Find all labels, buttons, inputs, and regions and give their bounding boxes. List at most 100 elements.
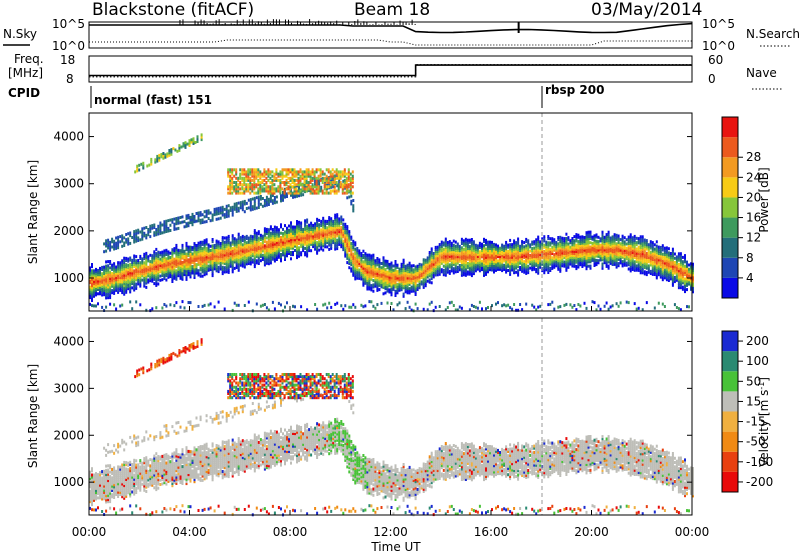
echo-cell <box>344 227 347 230</box>
echo-cell <box>253 202 256 205</box>
echo-cell <box>485 238 487 242</box>
echo-cell <box>472 263 475 267</box>
echo-cell <box>523 264 526 268</box>
echo-cell <box>265 198 268 202</box>
echo-cell <box>575 258 578 262</box>
echo-cell <box>364 252 367 256</box>
echo-cell <box>692 283 694 287</box>
echo-cell <box>336 232 339 236</box>
echo-cell <box>464 269 467 273</box>
echo-cell <box>99 281 101 285</box>
echo-cell <box>231 268 234 272</box>
echo-cell <box>332 219 335 223</box>
echo-cell <box>318 227 321 231</box>
echo-cell <box>342 307 345 311</box>
echo-cell <box>334 217 337 221</box>
echo-cell <box>438 268 441 272</box>
echo-cell <box>354 247 357 251</box>
echo-cell <box>521 242 524 246</box>
echo-cell <box>273 259 276 263</box>
echo-cell <box>119 288 122 292</box>
echo-cell <box>460 267 463 271</box>
echo-cell <box>430 268 433 272</box>
echo-cell <box>123 292 126 296</box>
echo-cell <box>330 246 333 250</box>
echo-cell <box>573 243 576 247</box>
echo-cell <box>235 253 238 257</box>
echo-cell <box>595 252 598 256</box>
echo-cell <box>631 236 634 240</box>
echo-cell <box>95 270 97 274</box>
echo-cell <box>205 246 208 250</box>
echo-cell <box>257 257 260 261</box>
echo-cell <box>669 262 672 266</box>
echo-cell <box>386 281 389 285</box>
echo-cell <box>91 273 93 277</box>
echo-cell <box>434 260 437 264</box>
echo-cell <box>607 266 610 270</box>
echo-cell <box>159 221 162 225</box>
echo-cell <box>690 281 692 285</box>
echo-cell <box>583 263 586 267</box>
echo-cell <box>296 234 298 238</box>
echo-cell <box>493 270 495 274</box>
echo-cell <box>408 287 411 291</box>
echo-cell <box>585 248 588 252</box>
echo-cell <box>609 259 612 263</box>
echo-cell <box>430 260 433 264</box>
echo-cell <box>673 269 676 273</box>
echo-cell <box>605 258 608 262</box>
echo-cell <box>653 306 656 310</box>
echo-cell <box>513 260 516 264</box>
echo-cell <box>462 262 465 266</box>
echo-cell <box>167 263 170 267</box>
echo-cell <box>328 226 331 230</box>
echo-cell <box>273 225 276 229</box>
echo-cell <box>324 238 327 242</box>
echo-cell <box>326 236 329 240</box>
echo-cell <box>322 248 325 252</box>
echo-cell <box>464 250 467 254</box>
echo-cell <box>677 271 680 275</box>
echo-cell <box>163 272 166 276</box>
echo-cell <box>125 265 128 269</box>
echo-cell <box>175 269 178 273</box>
echo-cell <box>503 268 506 271</box>
echo-cell <box>185 258 188 262</box>
echo-cell <box>571 253 574 257</box>
echo-cell <box>408 274 411 278</box>
echo-cell <box>571 264 574 268</box>
echo-cell <box>296 232 298 236</box>
echo-cell <box>549 266 552 270</box>
echo-cell <box>681 255 684 259</box>
echo-cell <box>561 245 564 249</box>
echo-cell <box>310 230 313 234</box>
echo-cell <box>456 253 459 257</box>
echo-cell <box>547 245 550 249</box>
echo-cell <box>509 306 512 310</box>
echo-cell <box>629 241 632 245</box>
echo-cell <box>450 267 453 271</box>
echo-cell <box>677 256 680 260</box>
echo-cell <box>571 249 574 253</box>
echo-cell <box>105 271 108 274</box>
echo-cell <box>517 265 520 269</box>
echo-cell <box>245 254 248 257</box>
echo-cell <box>336 219 339 223</box>
echo-cell <box>637 268 640 272</box>
echo-cell <box>267 245 270 249</box>
echo-cell <box>304 232 307 236</box>
echo-cell <box>408 265 411 269</box>
echo-cell <box>310 234 313 238</box>
echo-cell <box>603 261 606 265</box>
echo-cell <box>438 247 441 251</box>
echo-cell <box>155 230 158 234</box>
echo-cell <box>458 268 461 272</box>
echo-cell <box>521 240 524 244</box>
echo-cell <box>511 266 514 270</box>
echo-cell <box>667 247 670 251</box>
echo-cell <box>103 293 106 297</box>
echo-cell <box>499 267 501 271</box>
echo-cell <box>173 272 176 276</box>
echo-cell <box>543 262 546 266</box>
